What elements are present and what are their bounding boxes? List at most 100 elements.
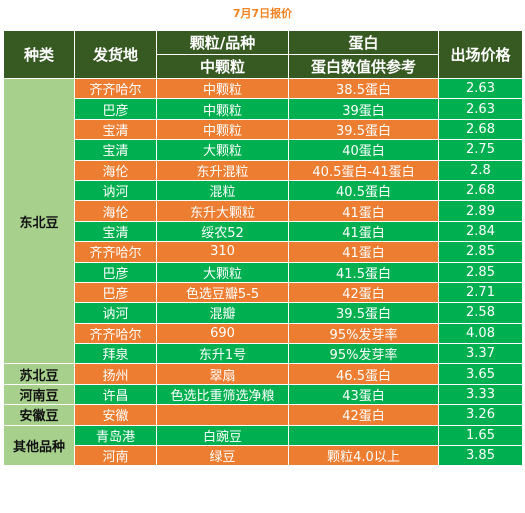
protein-cell: 42蛋白 bbox=[288, 281, 439, 304]
price-cell: 3.85 bbox=[438, 445, 523, 467]
protein-cell: 41蛋白 bbox=[288, 241, 439, 263]
grain-cell: 翠扇 bbox=[156, 363, 289, 385]
origin-cell: 扬州 bbox=[74, 363, 157, 385]
table-row: 齐齐哈尔 690 95%发芽率 4.08 bbox=[4, 322, 523, 345]
protein-cell: 39.5蛋白 bbox=[288, 302, 439, 324]
table-row: 宝清 大颗粒 40蛋白 2.75 bbox=[4, 139, 523, 161]
origin-cell: 青岛港 bbox=[74, 424, 157, 447]
price-cell: 1.65 bbox=[438, 424, 523, 447]
grain-cell: 混粒 bbox=[156, 179, 289, 202]
protein-cell: 43蛋白 bbox=[288, 383, 439, 406]
grain-cell: 310 bbox=[156, 241, 289, 263]
protein-cell: 95%发芽率 bbox=[288, 322, 439, 345]
grain-cell: 690 bbox=[156, 322, 289, 345]
price-cell: 2.8 bbox=[438, 159, 523, 181]
grain-cell: 中颗粒 bbox=[156, 118, 289, 141]
origin-cell: 齐齐哈尔 bbox=[74, 241, 157, 263]
table-row: 河南 绿豆 颗粒4.0以上 3.85 bbox=[4, 445, 523, 467]
protein-cell: 46.5蛋白 bbox=[288, 363, 439, 385]
price-cell: 4.08 bbox=[438, 322, 523, 345]
price-cell: 2.58 bbox=[438, 302, 523, 324]
price-cell: 2.63 bbox=[438, 98, 523, 120]
origin-cell: 宝清 bbox=[74, 220, 157, 243]
table-row: 海伦 东升大颗粒 41蛋白 2.89 bbox=[4, 200, 523, 222]
origin-cell: 海伦 bbox=[74, 159, 157, 181]
price-cell: 2.85 bbox=[438, 261, 523, 283]
origin-cell: 齐齐哈尔 bbox=[74, 77, 157, 100]
protein-cell bbox=[288, 424, 439, 447]
price-cell: 3.33 bbox=[438, 383, 523, 406]
price-cell: 3.65 bbox=[438, 363, 523, 385]
page-title: 7月7日报价 bbox=[232, 7, 293, 20]
category-cell: 其他品种 bbox=[3, 424, 75, 467]
origin-cell: 许昌 bbox=[74, 383, 157, 406]
header-origin: 发货地 bbox=[74, 30, 157, 79]
table-row: 其他品种 青岛港 白豌豆 1.65 bbox=[3, 424, 523, 467]
grain-cell: 绥农52 bbox=[156, 220, 289, 243]
price-cell: 2.75 bbox=[438, 139, 523, 161]
category-cell: 安徽豆 bbox=[3, 404, 75, 426]
price-cell: 2.71 bbox=[438, 281, 523, 304]
price-cell: 2.85 bbox=[438, 241, 523, 263]
protein-cell: 颗粒4.0以上 bbox=[288, 445, 439, 467]
price-cell: 2.84 bbox=[438, 220, 523, 243]
table-row: 齐齐哈尔 310 41蛋白 2.85 bbox=[4, 241, 523, 263]
grain-cell: 色选比重筛选净粮 bbox=[156, 383, 289, 406]
protein-cell: 41.5蛋白 bbox=[288, 261, 439, 283]
table-row: 拜泉 东升1号 95%发芽率 3.37 bbox=[4, 343, 523, 365]
origin-cell: 讷河 bbox=[74, 179, 157, 202]
grain-cell: 中颗粒 bbox=[156, 98, 289, 120]
protein-cell: 39蛋白 bbox=[288, 98, 439, 120]
protein-cell: 95%发芽率 bbox=[288, 343, 439, 365]
origin-cell: 巴彦 bbox=[74, 261, 157, 283]
price-cell: 2.89 bbox=[438, 200, 523, 222]
table-row: 讷河 混瓣 39.5蛋白 2.58 bbox=[4, 302, 523, 324]
table-row: 河南豆 许昌 色选比重筛选净粮 43蛋白 3.33 bbox=[3, 383, 523, 406]
grain-cell: 大颗粒 bbox=[156, 139, 289, 161]
price-cell: 2.68 bbox=[438, 179, 523, 202]
origin-cell: 宝清 bbox=[74, 118, 157, 141]
grain-cell: 色选豆瓣5-5 bbox=[156, 281, 289, 304]
table-row: 巴彦 色选豆瓣5-5 42蛋白 2.71 bbox=[4, 281, 523, 304]
grain-cell: 东升1号 bbox=[156, 343, 289, 365]
price-cell: 2.63 bbox=[438, 77, 523, 100]
table-row: 巴彦 中颗粒 39蛋白 2.63 bbox=[4, 98, 523, 120]
origin-cell: 拜泉 bbox=[74, 343, 157, 365]
origin-cell: 巴彦 bbox=[74, 98, 157, 120]
table-row: 巴彦 大颗粒 41.5蛋白 2.85 bbox=[4, 261, 523, 283]
table-row: 苏北豆 扬州 翠扇 46.5蛋白 3.65 bbox=[3, 363, 523, 385]
header-category: 种类 bbox=[3, 30, 75, 79]
grain-cell: 中颗粒 bbox=[156, 77, 289, 100]
origin-cell: 海伦 bbox=[74, 200, 157, 222]
grain-cell: 东升混粒 bbox=[156, 159, 289, 181]
grain-cell: 绿豆 bbox=[156, 445, 289, 467]
category-cell: 东北豆 bbox=[3, 77, 75, 365]
table-row: 讷河 混粒 40.5蛋白 2.68 bbox=[4, 179, 523, 202]
price-cell: 3.26 bbox=[438, 404, 523, 426]
table-row: 宝清 中颗粒 39.5蛋白 2.68 bbox=[4, 118, 523, 141]
protein-cell: 40.5蛋白-41蛋白 bbox=[288, 159, 439, 181]
header-protein-sub: 蛋白数值供参考 bbox=[288, 54, 439, 79]
price-cell: 3.37 bbox=[438, 343, 523, 365]
origin-cell: 齐齐哈尔 bbox=[74, 322, 157, 345]
protein-cell: 40蛋白 bbox=[288, 139, 439, 161]
protein-cell: 39.5蛋白 bbox=[288, 118, 439, 141]
header-protein: 蛋白 bbox=[288, 30, 439, 55]
origin-cell: 安徽 bbox=[74, 404, 157, 426]
price-cell: 2.68 bbox=[438, 118, 523, 141]
grain-cell bbox=[156, 404, 289, 426]
origin-cell: 宝清 bbox=[74, 139, 157, 161]
table-row: 东北豆 齐齐哈尔 中颗粒 38.5蛋白 2.63 bbox=[3, 77, 523, 365]
table-row: 安徽豆 安徽 42蛋白 3.26 bbox=[3, 404, 523, 426]
grain-cell: 东升大颗粒 bbox=[156, 200, 289, 222]
table-row: 海伦 东升混粒 40.5蛋白-41蛋白 2.8 bbox=[4, 159, 523, 181]
protein-cell: 41蛋白 bbox=[288, 200, 439, 222]
price-table: 种类 发货地 颗粒/品种 蛋白 出场价格 中颗粒 蛋白数值供参考 东北豆 齐齐哈尔… bbox=[3, 30, 523, 467]
header-grain: 颗粒/品种 bbox=[156, 30, 289, 55]
category-cell: 苏北豆 bbox=[3, 363, 75, 385]
grain-cell: 大颗粒 bbox=[156, 261, 289, 283]
category-cell: 河南豆 bbox=[3, 383, 75, 406]
protein-cell: 42蛋白 bbox=[288, 404, 439, 426]
grain-cell: 混瓣 bbox=[156, 302, 289, 324]
